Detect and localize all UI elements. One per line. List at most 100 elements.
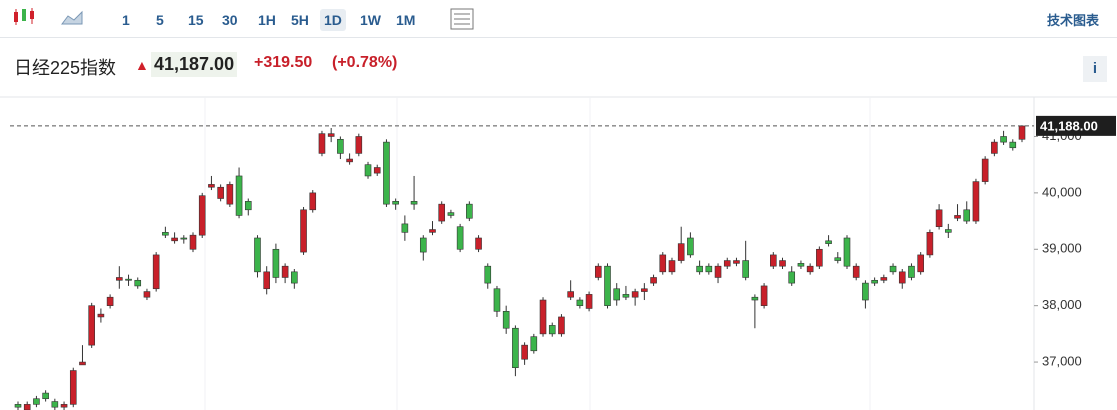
candle-body bbox=[567, 291, 574, 298]
interval-button[interactable]: 5 bbox=[156, 12, 164, 28]
interval-button[interactable]: 5H bbox=[291, 12, 309, 28]
candle-body bbox=[512, 327, 519, 369]
candle-body bbox=[69, 370, 77, 405]
candle-body bbox=[162, 232, 169, 236]
candle-body bbox=[134, 279, 142, 287]
candle-body bbox=[816, 248, 823, 267]
interval-button[interactable]: 1W bbox=[360, 12, 381, 28]
candle-body bbox=[327, 133, 335, 137]
candle-body bbox=[594, 265, 602, 278]
candle-body bbox=[392, 201, 399, 205]
candle-body bbox=[208, 184, 215, 188]
vertical-grid bbox=[204, 97, 871, 410]
candle-body bbox=[733, 260, 740, 264]
candle-body bbox=[106, 296, 114, 306]
candle-body bbox=[116, 277, 123, 281]
candle-body bbox=[143, 291, 151, 298]
toolbar: 1 5 15 30 1H 5H 1D 1W 1M 技术图表 bbox=[0, 0, 1117, 38]
toolbar-icons bbox=[14, 8, 474, 30]
candle-body bbox=[475, 237, 482, 250]
candle-body bbox=[217, 186, 224, 199]
candle-body bbox=[834, 257, 842, 261]
candle-body bbox=[705, 265, 713, 273]
candle-body bbox=[60, 404, 68, 408]
candle-body bbox=[456, 226, 464, 250]
candle-body bbox=[281, 265, 289, 278]
candle-body bbox=[825, 240, 832, 244]
candle-body bbox=[355, 136, 363, 154]
candle-body bbox=[723, 260, 731, 267]
candle-body bbox=[97, 313, 105, 318]
interval-button[interactable]: 30 bbox=[222, 12, 238, 28]
candle-body bbox=[530, 336, 538, 352]
candle-body bbox=[502, 311, 510, 329]
candle-body bbox=[548, 325, 556, 335]
interval-button[interactable]: 15 bbox=[188, 12, 204, 28]
candle-body bbox=[954, 215, 961, 219]
candle-body bbox=[493, 288, 501, 312]
candle-body bbox=[1000, 136, 1007, 143]
candle-body bbox=[410, 201, 418, 205]
last-price-label: 41,188.00 bbox=[1040, 118, 1098, 133]
candle-body bbox=[871, 279, 878, 284]
candle-body bbox=[898, 271, 906, 284]
candle-body bbox=[337, 138, 344, 154]
candle-body bbox=[852, 265, 860, 278]
candle-body bbox=[963, 209, 971, 222]
candle-body bbox=[401, 223, 409, 233]
area-icon[interactable] bbox=[61, 10, 83, 25]
candle-body bbox=[751, 296, 759, 301]
candle-body bbox=[180, 237, 188, 240]
candle-body bbox=[263, 271, 270, 290]
candle-body bbox=[318, 133, 326, 154]
candle-body bbox=[309, 192, 317, 211]
candle-body bbox=[641, 288, 648, 292]
candle-body bbox=[889, 265, 897, 273]
candle-body bbox=[198, 195, 206, 236]
candle-body bbox=[152, 254, 160, 290]
interval-button[interactable]: 1 bbox=[122, 12, 130, 28]
candle-body bbox=[613, 288, 621, 301]
last-price-box bbox=[1036, 115, 1116, 136]
candle-body bbox=[806, 265, 814, 273]
candle-body bbox=[33, 398, 40, 405]
candle-body bbox=[429, 229, 436, 233]
candle-body bbox=[714, 265, 722, 278]
candle-body bbox=[42, 392, 49, 400]
up-arrow: ▲ bbox=[135, 57, 149, 73]
candle-body bbox=[908, 265, 915, 278]
candle-body bbox=[254, 237, 261, 273]
candle-body bbox=[880, 277, 888, 281]
candle-body bbox=[760, 285, 768, 306]
candle-body bbox=[631, 291, 639, 298]
info-button[interactable]: i bbox=[1083, 56, 1107, 82]
candle-body bbox=[466, 203, 473, 219]
candle-body bbox=[945, 229, 952, 233]
candle-body bbox=[235, 175, 243, 216]
candle-body bbox=[272, 248, 280, 278]
candle-body bbox=[585, 294, 593, 309]
candle-body bbox=[125, 278, 132, 281]
candle-body bbox=[558, 316, 565, 335]
interval-button[interactable]: 1H bbox=[258, 12, 276, 28]
change-pct: (+0.78%) bbox=[332, 54, 398, 71]
candle-body bbox=[991, 141, 998, 154]
candle-body bbox=[797, 263, 805, 267]
candle-body bbox=[576, 299, 584, 306]
y-tick-label: 40,000 bbox=[1042, 184, 1082, 199]
candle-body bbox=[1009, 141, 1017, 149]
interval-button[interactable]: 1M bbox=[396, 12, 416, 28]
layout-icon[interactable] bbox=[450, 8, 474, 30]
interval-button[interactable]: 1D bbox=[320, 9, 346, 31]
candle-body bbox=[862, 282, 869, 301]
y-tick-label: 37,000 bbox=[1042, 354, 1082, 369]
candle-icon[interactable] bbox=[14, 8, 34, 25]
candle-body bbox=[935, 209, 943, 228]
candle-body bbox=[346, 158, 353, 163]
index-name: 日经225指数 bbox=[14, 58, 117, 78]
candle-body bbox=[438, 203, 446, 222]
change: +319.50 bbox=[254, 54, 313, 71]
tech-chart-link[interactable]: 技术图表 bbox=[1046, 13, 1099, 28]
candle-body bbox=[189, 234, 197, 250]
